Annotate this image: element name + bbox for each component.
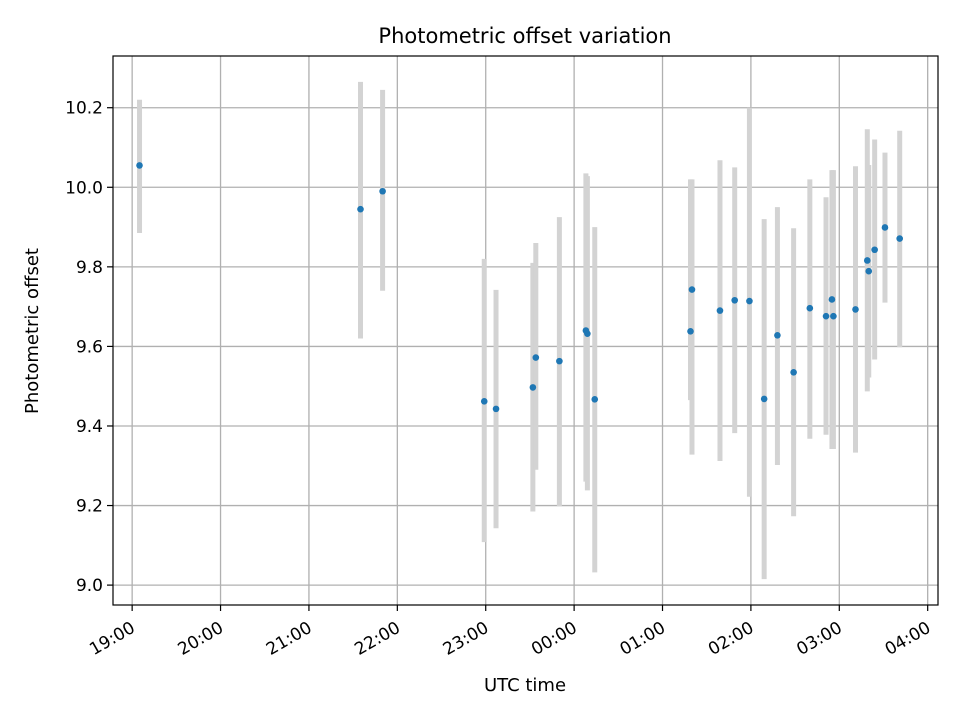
data-point xyxy=(136,162,143,169)
data-point xyxy=(896,235,903,242)
x-tick-label: 20:00 xyxy=(175,618,227,660)
data-point xyxy=(357,205,364,213)
data-point xyxy=(774,331,781,339)
data-points xyxy=(136,162,903,413)
data-point xyxy=(865,267,873,275)
data-point xyxy=(790,368,797,376)
x-tick-label: 03:00 xyxy=(793,618,845,660)
data-point xyxy=(828,296,836,303)
data-point xyxy=(584,330,591,337)
grid xyxy=(113,56,938,605)
y-tick-label: 10.0 xyxy=(65,178,103,198)
y-tick-label: 9.8 xyxy=(76,258,103,278)
data-point xyxy=(529,384,537,391)
x-tick-label: 00:00 xyxy=(528,618,580,660)
data-point xyxy=(687,327,694,335)
data-point xyxy=(746,297,753,305)
data-point xyxy=(871,246,878,254)
data-point xyxy=(731,296,738,304)
data-point xyxy=(881,224,889,231)
data-point xyxy=(716,307,724,314)
x-axis-label: UTC time xyxy=(484,675,566,696)
y-tick-label: 9.6 xyxy=(76,337,103,357)
x-tick-label: 19:00 xyxy=(86,618,138,660)
y-tick-label: 10.2 xyxy=(65,99,103,119)
data-point xyxy=(830,312,837,320)
x-tick-label: 22:00 xyxy=(351,618,403,660)
data-point xyxy=(760,395,768,403)
data-point xyxy=(492,405,500,413)
x-tick-label: 21:00 xyxy=(263,618,315,660)
y-tick-label: 9.4 xyxy=(76,417,103,437)
data-point xyxy=(591,396,599,403)
x-tick-label: 23:00 xyxy=(440,618,492,660)
axis-ticks: 19:00 20:00 21:00 22:00 23:00 00:00 01:00 02:00… xyxy=(65,99,934,660)
y-tick-label: 9.0 xyxy=(76,576,103,596)
data-point xyxy=(822,312,830,320)
data-point xyxy=(556,357,563,365)
data-point xyxy=(863,257,871,264)
chart-title: Photometric offset variation xyxy=(378,24,671,48)
data-point xyxy=(806,304,814,312)
y-tick-label: 9.2 xyxy=(76,497,103,517)
error-bars xyxy=(137,81,903,580)
y-axis-label: Photometric offset xyxy=(22,248,43,414)
x-tick-label: 04:00 xyxy=(882,618,934,660)
data-point xyxy=(480,398,488,405)
x-tick-label: 01:00 xyxy=(617,618,669,660)
data-point xyxy=(688,286,696,293)
plot-frame xyxy=(112,55,939,606)
data-point xyxy=(852,306,859,313)
x-tick-label: 02:00 xyxy=(705,618,757,660)
data-point xyxy=(532,354,540,361)
data-point xyxy=(379,187,386,195)
